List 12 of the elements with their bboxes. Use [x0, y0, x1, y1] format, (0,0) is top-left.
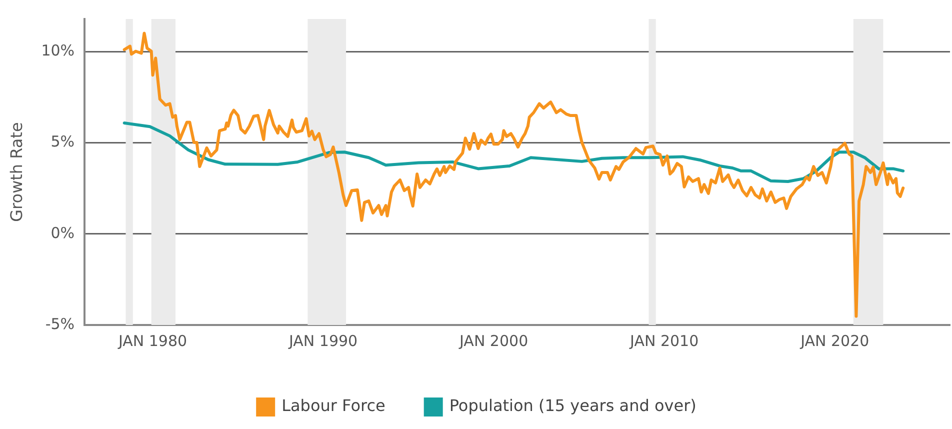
y-axis-title: Growth Rate: [6, 122, 26, 222]
y-tick-label: 5%: [50, 132, 75, 151]
x-tick-label: JAN 2010: [629, 332, 699, 350]
x-tick-label: JAN 2000: [458, 332, 528, 350]
legend-label: Population (15 years and over): [449, 396, 696, 416]
x-tick-label: JAN 1980: [117, 332, 188, 350]
y-tick-label: 0%: [50, 224, 75, 242]
legend-label: Labour Force: [282, 396, 386, 416]
x-tick-label: JAN 1990: [288, 332, 358, 350]
x-tick-label: JAN 2020: [800, 332, 870, 350]
y-tick-label: 10%: [41, 42, 75, 60]
y-tick-label: -5%: [45, 314, 75, 333]
